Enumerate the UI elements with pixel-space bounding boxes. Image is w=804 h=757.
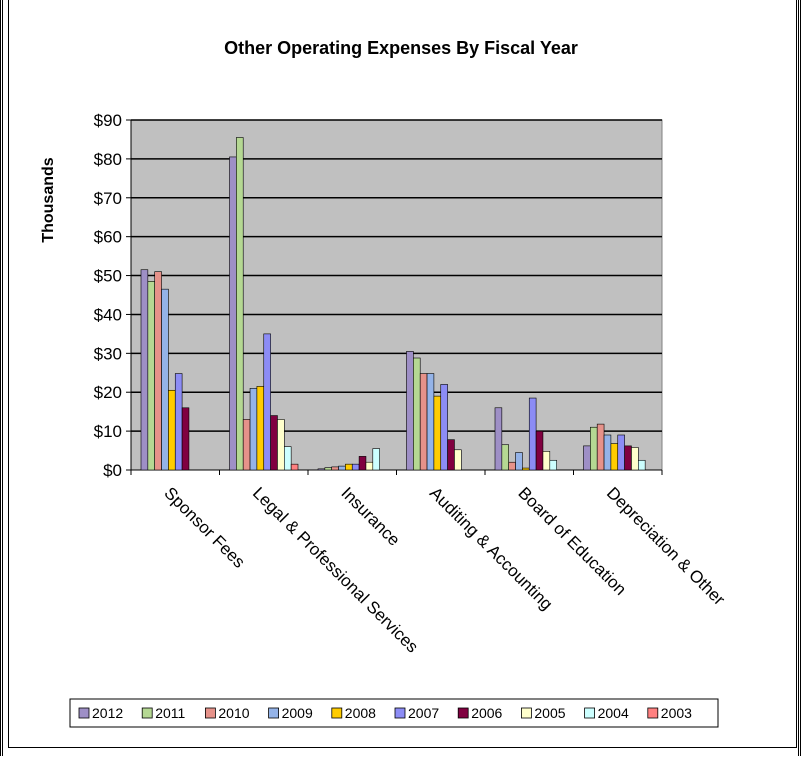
bar [372, 448, 380, 471]
chart-frame [8, 0, 797, 748]
y-tick-label: $60 [94, 228, 122, 247]
bar [501, 444, 510, 471]
legend-label: 2012 [92, 705, 123, 721]
legend-swatch [584, 707, 595, 719]
bar [174, 373, 183, 471]
bar [515, 452, 523, 471]
bar [590, 426, 598, 471]
bar [317, 468, 326, 471]
legend-label: 2010 [218, 705, 249, 721]
bar [229, 156, 237, 471]
bar [256, 386, 265, 471]
bar [549, 459, 557, 471]
legend-swatch [141, 707, 153, 719]
bar [596, 423, 605, 471]
bar [535, 430, 544, 471]
bar [433, 395, 442, 471]
legend-label: 2007 [408, 705, 439, 721]
bar [270, 415, 278, 471]
bar [419, 373, 428, 471]
legend-swatch [521, 707, 532, 719]
y-tick-label: $80 [94, 150, 122, 169]
bar [413, 357, 421, 471]
x-tick-label: Sponsor Fees [160, 483, 248, 571]
bar [181, 407, 190, 471]
y-tick-label: $70 [94, 189, 122, 208]
legend-swatch [331, 707, 343, 719]
bar [277, 419, 285, 471]
bar [365, 461, 374, 471]
x-tick-label: Legal & Professional Services [249, 483, 422, 656]
y-tick-label: $10 [94, 422, 122, 441]
bar [324, 467, 333, 471]
bar [508, 461, 516, 471]
legend-swatch [204, 707, 216, 719]
y-axis-label: Thousands [40, 157, 57, 242]
legend-swatch [394, 707, 406, 719]
bar [631, 447, 639, 471]
bar [610, 443, 619, 471]
bar [140, 269, 149, 471]
bar [583, 445, 591, 471]
y-tick-label: $30 [94, 344, 122, 363]
legend-swatch [647, 707, 659, 719]
bar [242, 419, 251, 471]
bar [426, 373, 435, 471]
bar [624, 445, 632, 471]
legend-swatch [268, 707, 280, 719]
bar [345, 463, 353, 471]
bar [283, 446, 292, 471]
chart-title: Other Operating Expenses By Fiscal Year [224, 38, 578, 58]
bar [351, 463, 360, 471]
bar [168, 389, 176, 471]
y-tick-label: $0 [103, 461, 122, 480]
bar [447, 439, 455, 471]
plot-area: $0 $10 $20 $30 $40 $50 $60 $70 $80 $90 Sponsor Fee… [94, 111, 729, 657]
legend-label: 2006 [471, 705, 502, 721]
bar [522, 467, 530, 471]
bar [406, 351, 414, 471]
bar [290, 463, 299, 471]
legend-swatch [78, 707, 90, 719]
x-tick-label: Insurance [337, 483, 403, 549]
bar [494, 407, 503, 471]
plot-background [130, 119, 663, 471]
bar [603, 434, 612, 471]
bar [637, 459, 646, 471]
legend-box [69, 698, 719, 728]
bar [358, 456, 367, 471]
legend-label: 2005 [534, 705, 565, 721]
bar [161, 288, 169, 471]
y-tick-label: $90 [94, 111, 122, 130]
bar [542, 451, 551, 471]
bar [454, 449, 462, 471]
bar [338, 465, 346, 471]
legend-swatch [457, 707, 469, 719]
y-tick-label: $20 [94, 383, 122, 402]
bar [249, 388, 258, 471]
bar [154, 271, 162, 471]
bar [331, 466, 339, 471]
bar [263, 333, 271, 471]
legend-label: 2003 [661, 705, 692, 721]
bar [147, 281, 156, 471]
legend-label: 2004 [598, 705, 629, 721]
bar [440, 384, 448, 471]
y-tick-label: $40 [94, 305, 122, 324]
legend-label: 2011 [155, 705, 185, 721]
bar [236, 137, 244, 471]
y-tick-label: $50 [94, 267, 122, 286]
legend-label: 2009 [282, 705, 313, 721]
legend-label: 2008 [345, 705, 376, 721]
bar [528, 397, 537, 471]
legend: 2012 2011 2010 2009 2008 2007 2006 2005 2004 2003 [69, 698, 719, 728]
bar [617, 434, 625, 471]
